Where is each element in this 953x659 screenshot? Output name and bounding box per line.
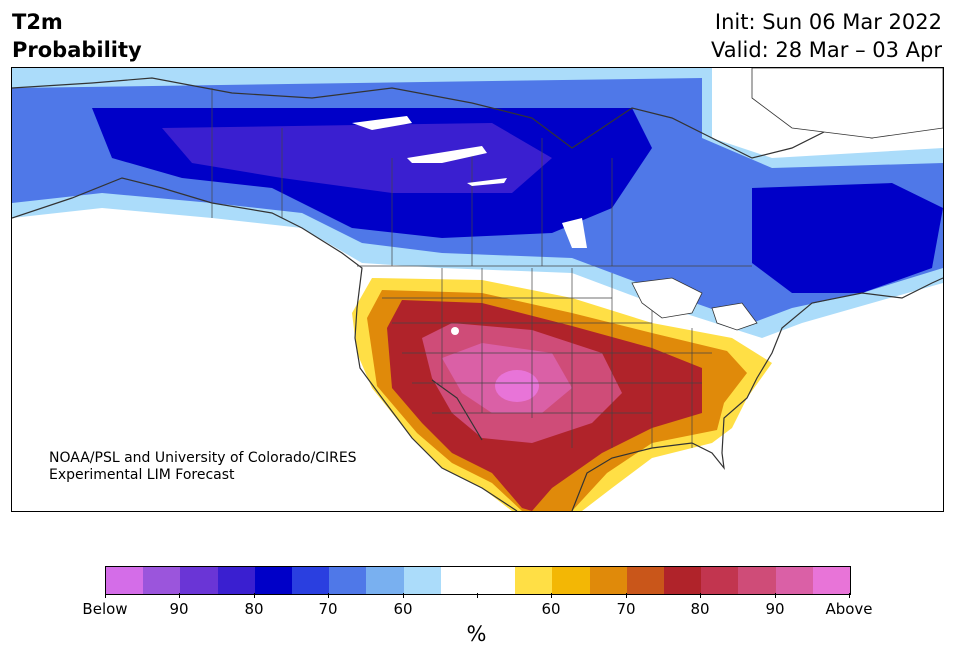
colorbar-tick-label: 70 xyxy=(616,600,636,618)
colorbar-tick xyxy=(403,593,404,598)
init-date: Init: Sun 06 Mar 2022 xyxy=(714,10,942,34)
political-borders xyxy=(211,88,752,448)
colorbar-segment xyxy=(329,567,367,594)
credit-line2: Experimental LIM Forecast xyxy=(49,467,235,483)
colorbar-unit: % xyxy=(466,622,487,646)
probability-map xyxy=(11,67,944,512)
colorbar-tick xyxy=(700,593,701,598)
colorbar-segment xyxy=(106,567,144,594)
colorbar-tick xyxy=(254,593,255,598)
colorbar-tick-label: Above xyxy=(825,600,873,618)
warm-region-top xyxy=(495,370,539,402)
colorbar-tick xyxy=(477,593,478,598)
credit-text: NOAA/PSL and University of Colorado/CIRE… xyxy=(49,450,357,484)
colorbar-segment xyxy=(812,567,851,594)
forecast-dates: Init: Sun 06 Mar 2022 Valid: 28 Mar – 03… xyxy=(711,8,942,64)
lakes xyxy=(352,68,943,335)
colorbar-segment xyxy=(217,567,255,594)
colorbar-segment xyxy=(775,567,813,594)
colorbar-tick xyxy=(775,593,776,598)
colorbar-segment xyxy=(366,567,404,594)
colorbar-segment xyxy=(738,567,776,594)
colorbar-segment xyxy=(478,567,516,594)
cold-region-peak xyxy=(162,123,552,193)
colorbar-tick xyxy=(328,593,329,598)
valid-date: Valid: 28 Mar – 03 Apr xyxy=(711,38,942,62)
colorbar-segment xyxy=(292,567,330,594)
colorbar-tick-label: 80 xyxy=(690,600,710,618)
colorbar-segment xyxy=(626,567,665,594)
colorbar-tick xyxy=(179,593,180,598)
colorbar-tick-label: 60 xyxy=(541,600,561,618)
colorbar-tick-label: 70 xyxy=(318,600,338,618)
colorbar xyxy=(105,566,851,595)
title-line1: T2m xyxy=(12,10,63,34)
colorbar-segment xyxy=(515,567,553,594)
colorbar-segment xyxy=(701,567,739,594)
colorbar-segment xyxy=(664,567,702,594)
colorbar-tick xyxy=(849,593,850,598)
colorbar-segment xyxy=(143,567,181,594)
colorbar-tick-label: 60 xyxy=(393,600,413,618)
colorbar-tick-label: 90 xyxy=(765,600,785,618)
colorbar-segment xyxy=(254,567,293,594)
coastlines xyxy=(12,77,943,511)
credit-line1: NOAA/PSL and University of Colorado/CIRE… xyxy=(49,450,357,466)
title-line2: Probability xyxy=(12,38,142,62)
colorbar-tick-label: 90 xyxy=(169,600,189,618)
colorbar-tick xyxy=(551,593,552,598)
colorbar-tick xyxy=(105,593,106,598)
map-canvas xyxy=(12,68,943,511)
colorbar-ticks: Below 90 80 70 60 60 70 80 90 Above xyxy=(82,593,873,623)
colorbar-segment xyxy=(403,567,441,594)
map-title: T2m Probability xyxy=(12,8,142,64)
colorbar-tick xyxy=(626,593,627,598)
colorbar-segment xyxy=(440,567,479,594)
cold-region-core-east xyxy=(752,183,943,293)
colorbar-segment xyxy=(589,567,627,594)
colorbar-tick-label: Below xyxy=(82,600,128,618)
colorbar-segment xyxy=(180,567,218,594)
colorbar-tick-label: 80 xyxy=(244,600,264,618)
colorbar-segment xyxy=(552,567,590,594)
